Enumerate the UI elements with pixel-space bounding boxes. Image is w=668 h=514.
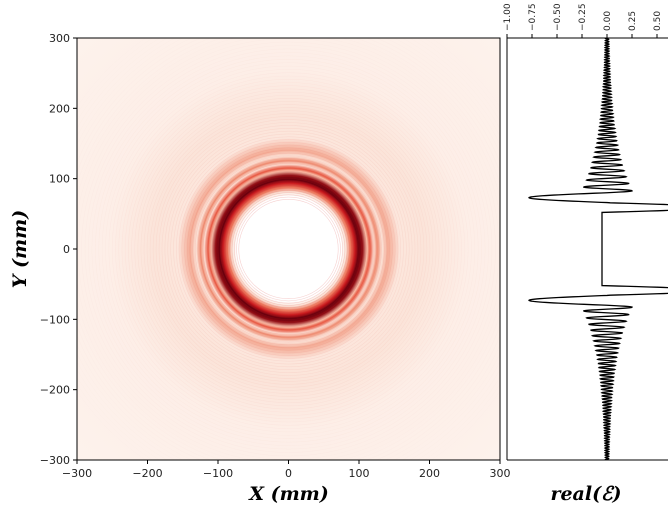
fringe-ring [197, 158, 380, 340]
x-tick-label: −300 [62, 467, 92, 480]
profile-panel: −1.00 −0.75 −0.50 −0.25 0.00 0.25 0.50 real(ℰ) [503, 3, 668, 505]
x-tick-label: −200 [132, 467, 162, 480]
x-tick-label: 100 [349, 467, 370, 480]
fringe-ring [238, 198, 339, 300]
fringe-ring [170, 130, 407, 368]
heatmap-background [77, 38, 500, 460]
fringe-ring [224, 185, 353, 313]
y-tick-label: −100 [40, 313, 70, 326]
y-tick-label: −200 [40, 384, 70, 397]
fringe-ring [140, 101, 437, 397]
profile-background [507, 38, 668, 460]
fringe-ring [227, 187, 350, 311]
top-tick-label: −0.75 [528, 3, 538, 31]
fringe-ring [192, 152, 385, 346]
heatmap-xlabel: X (mm) [248, 483, 329, 505]
profile-xlabel: real(ℰ) [550, 483, 621, 505]
heatmap-y-ticks: 300 200 100 0 −100 −200 −300 [40, 32, 77, 467]
top-tick-label: 0.25 [628, 11, 638, 31]
fringe-ring [181, 142, 396, 356]
fringe-ring [178, 139, 399, 359]
fringe-ring [207, 168, 370, 330]
fringe-ring [222, 183, 355, 315]
top-tick-label: −0.25 [578, 3, 588, 31]
fringe-ring [173, 133, 404, 365]
y-tick-label: 0 [63, 243, 70, 256]
fringe-ring [202, 163, 375, 335]
heatmap-ylabel: Y (mm) [9, 210, 31, 288]
fringe-ring [187, 147, 390, 351]
y-tick-label: 300 [49, 32, 70, 45]
y-tick-label: 200 [49, 102, 70, 115]
fringe-ring [212, 173, 365, 325]
fringe-ring [143, 104, 434, 394]
fringe-ring [220, 180, 357, 318]
top-tick-label: −1.00 [503, 3, 513, 31]
fringe-ring [184, 144, 393, 354]
fringe-ring [161, 122, 416, 376]
profile-x-ticks: −1.00 −0.75 −0.50 −0.25 0.00 0.25 0.50 [503, 3, 663, 38]
fringe-ring [195, 155, 382, 343]
fringe-ring [236, 196, 341, 302]
y-tick-label: −300 [40, 454, 70, 467]
fringe-ring [152, 113, 425, 385]
interference-fringes [140, 101, 437, 397]
fringe-ring [200, 160, 377, 338]
fringe-ring [210, 170, 367, 328]
profile-line [528, 38, 668, 460]
fringe-ring [189, 150, 388, 348]
fringe-ring [149, 110, 428, 388]
x-tick-label: 200 [419, 467, 440, 480]
fringe-ring [146, 107, 431, 391]
y-tick-label: 100 [49, 173, 70, 186]
heatmap-panel: −300 −200 −100 0 100 200 300 300 200 100 0 −100 −20… [9, 32, 511, 505]
fringe-ring [215, 175, 362, 323]
top-tick-label: 0.50 [653, 11, 663, 31]
fringe-ring [155, 116, 422, 382]
fringe-ring [231, 192, 346, 306]
fringe-ring [164, 125, 413, 373]
top-tick-label: 0.00 [603, 11, 613, 31]
fringe-ring [167, 127, 410, 371]
fringe-ring [158, 119, 419, 379]
fringe-ring [175, 136, 402, 362]
x-tick-label: 300 [490, 467, 511, 480]
fringe-ring [217, 178, 360, 320]
x-tick-label: −100 [203, 467, 233, 480]
fringe-ring [205, 165, 372, 333]
heatmap-x-ticks: −300 −200 −100 0 100 200 300 [62, 460, 511, 480]
fringe-ring [234, 194, 343, 304]
fringe-ring [229, 190, 348, 309]
top-tick-label: −0.50 [553, 3, 563, 31]
x-tick-label: 0 [285, 467, 292, 480]
